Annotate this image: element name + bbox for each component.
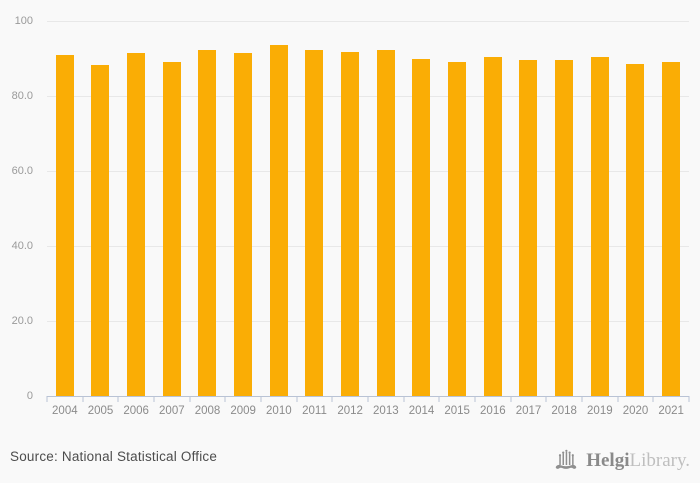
bar-slot: 2009 xyxy=(225,21,261,417)
y-axis-tick-label: 40.0 xyxy=(11,240,33,252)
gridline xyxy=(47,321,689,322)
bar-2016[interactable] xyxy=(483,57,502,396)
x-axis-tick-label: 2017 xyxy=(515,405,542,417)
y-axis-tick-label: 60.0 xyxy=(11,165,33,177)
x-axis-tick xyxy=(153,396,155,402)
bar-slot: 2004 xyxy=(47,21,83,417)
bar-slot: 2015 xyxy=(439,21,475,417)
x-axis-tick-label: 2010 xyxy=(266,405,292,417)
x-axis-tick xyxy=(474,396,476,402)
x-axis-tick xyxy=(117,396,119,402)
x-axis-tick xyxy=(260,396,262,402)
x-axis-tick-label: 2006 xyxy=(123,405,149,417)
bar-slot: 2007 xyxy=(154,21,190,417)
x-axis-tick-label: 2015 xyxy=(444,405,470,417)
x-axis-tick xyxy=(652,396,654,402)
x-axis-tick-label: 2013 xyxy=(373,405,399,417)
y-axis-tick-label: 100 xyxy=(14,15,33,27)
bar-2006[interactable] xyxy=(127,52,146,396)
x-axis-tick xyxy=(617,396,619,402)
bar-2013[interactable] xyxy=(376,50,395,396)
plot-area: 100 80.0 60.0 40.0 20.0 0 2004 2005 2006 2007 2008… xyxy=(12,15,690,417)
x-axis-tick-label: 2007 xyxy=(159,405,185,417)
bar-slot: 2014 xyxy=(404,21,440,417)
bar-2017[interactable] xyxy=(519,60,538,396)
bar-2008[interactable] xyxy=(198,50,217,396)
bar-slot: 2008 xyxy=(190,21,226,417)
bar-2018[interactable] xyxy=(555,59,574,396)
y-axis-tick-label: 20.0 xyxy=(11,315,33,327)
x-axis-tick xyxy=(367,396,369,402)
x-axis-tick xyxy=(403,396,405,402)
x-axis-tick-label: 2018 xyxy=(551,405,577,417)
bar-slot: 2011 xyxy=(297,21,333,417)
bar-slot: 2020 xyxy=(618,21,654,417)
x-axis-tick-label: 2014 xyxy=(408,405,435,417)
x-axis-tick xyxy=(510,396,512,402)
bar-slot: 2017 xyxy=(511,21,547,417)
x-axis-tick-label: 2019 xyxy=(587,405,613,417)
x-axis-tick xyxy=(189,396,191,402)
x-axis-tick-label: 2020 xyxy=(622,405,649,417)
bar-slot: 2006 xyxy=(118,21,154,417)
bar-2019[interactable] xyxy=(590,57,609,396)
bar-2009[interactable] xyxy=(234,53,253,396)
x-axis-tick xyxy=(82,396,84,402)
helgi-library-logo[interactable]: HelgiLibrary. xyxy=(555,445,690,476)
bar-slot: 2013 xyxy=(368,21,404,417)
bar-2020[interactable] xyxy=(626,64,645,396)
x-axis-tick xyxy=(545,396,547,402)
bar-slot: 2019 xyxy=(582,21,618,417)
bar-2011[interactable] xyxy=(305,50,324,396)
logo-brand-library: Library. xyxy=(629,449,691,471)
y-axis-tick-label: 80.0 xyxy=(11,90,33,102)
x-axis-tick-label: 2005 xyxy=(87,405,114,417)
x-axis-tick xyxy=(331,396,333,402)
x-axis-tick xyxy=(296,396,298,402)
x-axis-tick xyxy=(438,396,440,402)
x-axis-tick-label: 2012 xyxy=(337,405,363,417)
x-axis-tick-label: 2011 xyxy=(302,405,327,417)
bar-2005[interactable] xyxy=(91,64,110,396)
logo-brand-helgi: Helgi xyxy=(586,449,630,471)
bar-2014[interactable] xyxy=(412,59,431,396)
gridline xyxy=(47,21,689,22)
gridline xyxy=(47,96,689,97)
bar-2010[interactable] xyxy=(269,45,288,396)
gridline xyxy=(47,246,689,247)
x-axis-tick xyxy=(224,396,226,402)
bar-slot: 2010 xyxy=(261,21,297,417)
bar-slot: 2021 xyxy=(653,21,689,417)
bar-2007[interactable] xyxy=(162,61,181,396)
gridline xyxy=(47,171,689,172)
bar-2021[interactable] xyxy=(662,62,681,396)
logo-brand-text: HelgiLibrary. xyxy=(586,450,690,472)
x-axis-tick xyxy=(46,396,48,402)
x-axis-tick-label: 2016 xyxy=(480,405,506,417)
bar-slot: 2005 xyxy=(83,21,119,417)
bar-2012[interactable] xyxy=(341,51,360,396)
bar-2015[interactable] xyxy=(448,61,467,396)
x-axis-tick-label: 2004 xyxy=(52,405,78,417)
y-axis-tick-label: 0 xyxy=(26,390,33,402)
x-axis-tick xyxy=(581,396,583,402)
helgi-library-building-icon xyxy=(555,449,581,476)
x-axis-line xyxy=(47,396,689,397)
bar-slot: 2012 xyxy=(332,21,368,417)
x-axis-tick-label: 2009 xyxy=(230,405,256,417)
x-axis-tick-label: 2021 xyxy=(658,405,684,417)
x-axis-tick xyxy=(688,396,690,402)
source-text: Source: National Statistical Office xyxy=(10,449,218,464)
bar-slot: 2016 xyxy=(475,21,511,417)
bar-slot: 2018 xyxy=(546,21,582,417)
x-axis-tick-label: 2008 xyxy=(194,405,221,417)
bar-2004[interactable] xyxy=(55,55,74,396)
